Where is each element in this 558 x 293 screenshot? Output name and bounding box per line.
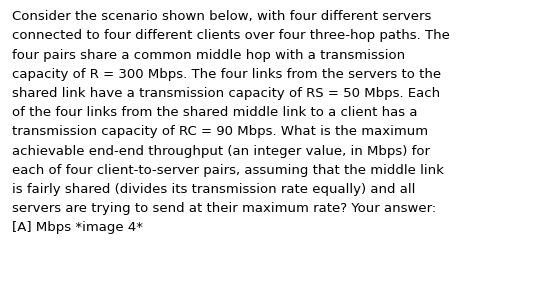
Text: Consider the scenario shown below, with four different servers
connected to four: Consider the scenario shown below, with … xyxy=(12,10,450,234)
